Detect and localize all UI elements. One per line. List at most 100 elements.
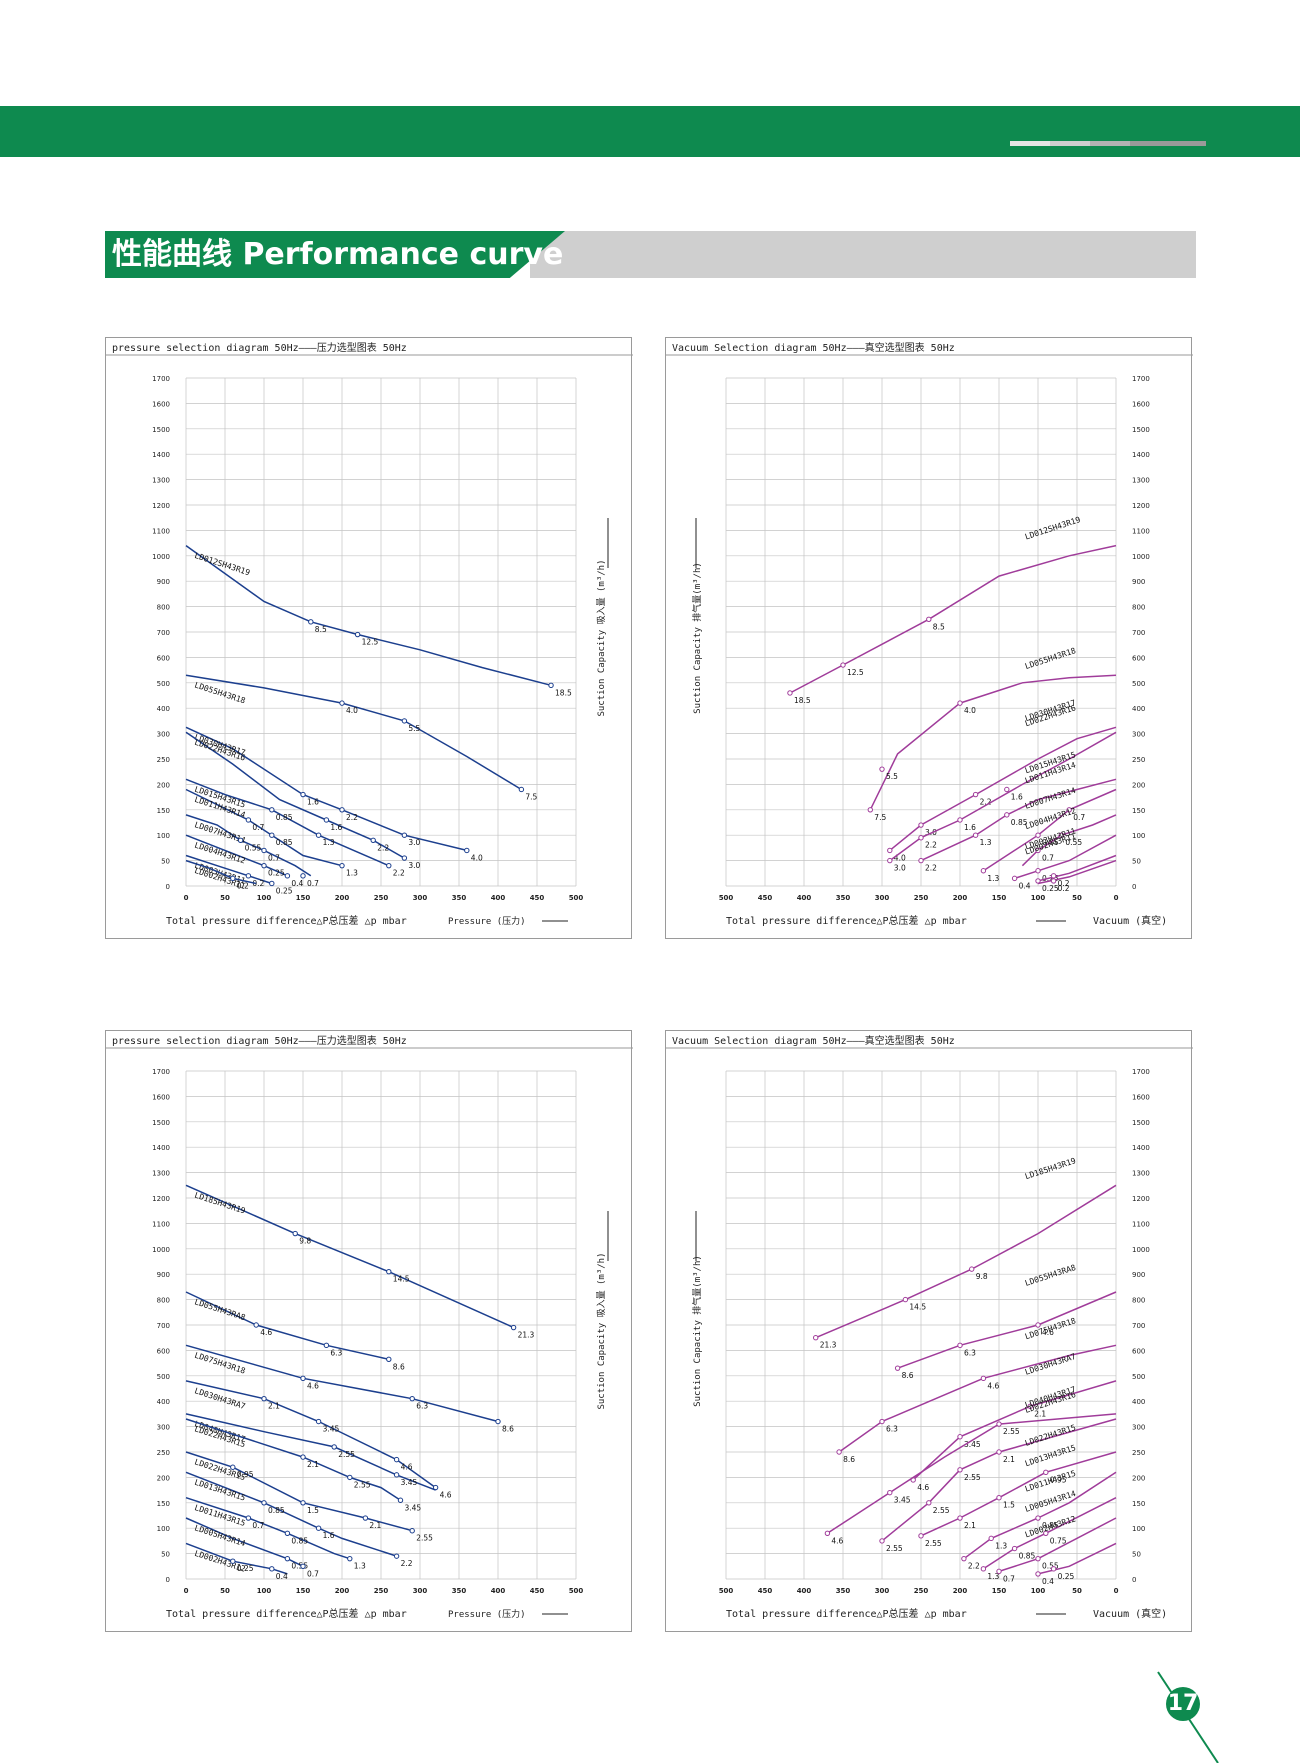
- y-tick-label: 1300: [1132, 1170, 1150, 1178]
- series-line: [185, 731, 405, 859]
- x-tick-label: 100: [1031, 1587, 1046, 1595]
- data-point: [269, 1566, 275, 1572]
- y-tick-label: 1300: [152, 1170, 170, 1178]
- data-point: [393, 1472, 400, 1478]
- data-point: [918, 1533, 924, 1539]
- data-label: 0.75: [1050, 1536, 1067, 1545]
- data-label: 1.3: [354, 1562, 366, 1571]
- x-tick-label: 200: [335, 894, 350, 902]
- data-point: [996, 1449, 1002, 1455]
- y-tick-label: 200: [1132, 781, 1145, 789]
- y-tick-label: 600: [1132, 1347, 1145, 1355]
- data-point: [269, 880, 275, 887]
- data-point: [996, 1495, 1002, 1501]
- data-point: [887, 1489, 893, 1496]
- x-direction-label: Pressure (压力): [448, 1608, 526, 1620]
- data-point: [354, 631, 361, 638]
- header-stripe: [1050, 141, 1090, 146]
- series-line: [185, 1184, 514, 1329]
- y-tick-label: 1400: [152, 451, 170, 459]
- data-point: [284, 1555, 291, 1562]
- data-label: 14.5: [909, 1303, 926, 1312]
- data-label: 0.2: [1058, 879, 1070, 888]
- data-label: 1.6: [964, 823, 976, 832]
- data-label: 0.7: [307, 1569, 319, 1578]
- data-label: 8.6: [502, 1425, 514, 1434]
- data-point: [879, 766, 885, 772]
- data-point: [894, 1365, 901, 1371]
- y-tick-label: 1400: [1132, 1144, 1150, 1152]
- series-line: [912, 1380, 1117, 1481]
- series-line: [1037, 854, 1117, 882]
- data-point: [836, 1449, 842, 1455]
- data-label: 4.6: [307, 1381, 319, 1390]
- data-point: [393, 1553, 400, 1559]
- data-label: 1.6: [307, 798, 319, 807]
- series-line: [1037, 1542, 1117, 1575]
- data-point: [397, 1497, 404, 1503]
- data-label: 0.55: [291, 1562, 308, 1571]
- y-tick-label: 1700: [1132, 375, 1150, 383]
- x-tick-label: 200: [953, 894, 968, 902]
- data-point: [331, 1444, 337, 1450]
- data-point: [315, 1418, 322, 1425]
- y-tick-label: 50: [1132, 1551, 1141, 1559]
- series-line: [185, 674, 522, 791]
- data-label: 0.2: [237, 881, 249, 890]
- y-tick-label: 0: [166, 1576, 170, 1584]
- y-axis-label: Suction Capacity 吸入量 (m³/h): [596, 559, 607, 716]
- data-label: 0.55: [1065, 838, 1082, 847]
- data-label: 4.6: [831, 1536, 843, 1545]
- data-point: [339, 862, 345, 869]
- data-point: [362, 1515, 369, 1521]
- x-direction-label: Pressure (压力): [448, 915, 526, 927]
- x-tick-label: 500: [719, 894, 734, 902]
- data-label: 2.2: [377, 843, 389, 852]
- data-point: [1035, 868, 1041, 874]
- x-tick-label: 300: [413, 894, 428, 902]
- data-point: [1035, 1322, 1041, 1328]
- data-label: 1.6: [1011, 792, 1023, 801]
- data-label: 2.1: [1034, 1409, 1046, 1418]
- y-tick-label: 300: [157, 731, 170, 739]
- data-label: 5.5: [408, 724, 420, 733]
- data-label: 0.2: [252, 879, 264, 888]
- data-point: [1050, 878, 1057, 884]
- data-label: 6.3: [964, 1348, 976, 1357]
- data-label: 0.85: [1042, 1521, 1059, 1530]
- y-tick-label: 600: [157, 654, 170, 662]
- data-label: 12.5: [847, 668, 864, 677]
- series-line: [185, 778, 390, 867]
- data-label: 3.0: [408, 838, 420, 847]
- data-label: 0.7: [252, 823, 264, 832]
- data-point: [261, 1500, 267, 1506]
- data-point: [1035, 832, 1041, 838]
- data-label: 18.5: [555, 688, 572, 697]
- section-title: 性能曲线 Performance curve: [112, 237, 564, 272]
- data-label: 2.1: [1003, 1455, 1015, 1464]
- series-line: [1037, 859, 1117, 885]
- y-tick-label: 50: [161, 1551, 170, 1559]
- data-label: 3.0: [894, 864, 906, 873]
- data-label: 0.4: [1042, 1577, 1054, 1586]
- series-line: [185, 854, 273, 885]
- data-label: 8.5: [933, 622, 945, 631]
- data-label: 2.55: [886, 1544, 903, 1553]
- y-tick-label: 1700: [152, 375, 170, 383]
- y-tick-label: 1100: [152, 527, 170, 535]
- y-tick-label: 500: [157, 1373, 170, 1381]
- y-tick-label: 400: [157, 705, 170, 713]
- x-tick-label: 450: [530, 894, 545, 902]
- data-point: [1027, 1403, 1033, 1409]
- data-label: 2.55: [354, 1480, 371, 1489]
- data-label: 0.7: [268, 853, 280, 862]
- series-line: [789, 544, 1117, 694]
- data-point: [980, 868, 987, 874]
- y-tick-label: 150: [1132, 1500, 1145, 1508]
- data-label: 21.3: [518, 1331, 535, 1340]
- data-label: 4.6: [987, 1381, 999, 1390]
- section-banner-green: [105, 231, 565, 278]
- data-label: 0.25: [276, 886, 293, 895]
- data-label: 2.55: [933, 1506, 950, 1515]
- data-label: 8.6: [902, 1371, 914, 1380]
